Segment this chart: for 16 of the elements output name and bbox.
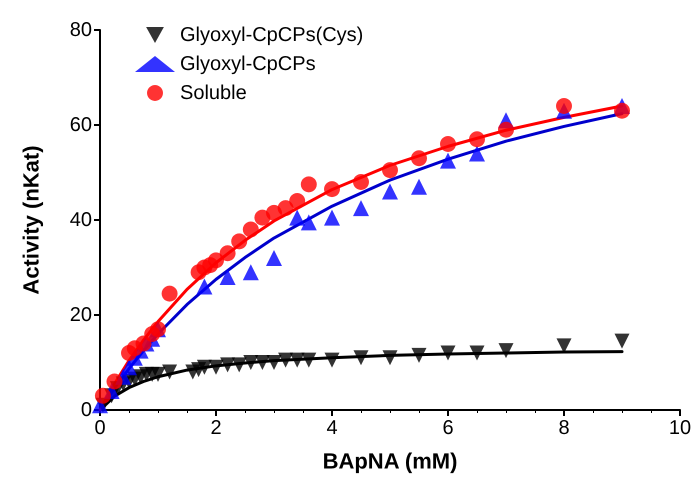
- x-tick-label: 4: [326, 417, 338, 439]
- x-axis-title: BApNA (mM): [322, 448, 458, 474]
- x-tick-label: 0: [94, 417, 106, 439]
- x-tick-label: 6: [442, 417, 454, 439]
- legend-label: Soluble: [180, 82, 247, 104]
- y-tick-label: 80: [70, 19, 92, 41]
- x-tick-label: 10: [668, 417, 692, 439]
- x-tick-label: 2: [210, 417, 222, 439]
- y-tick-label: 0: [80, 399, 92, 421]
- legend-label: Glyoxyl-CpCPs(Cys): [180, 24, 364, 46]
- y-tick-label: 60: [70, 114, 92, 136]
- y-axis-title: Activity (nKat): [18, 145, 44, 295]
- y-tick-label: 20: [70, 304, 92, 326]
- legend-label: Glyoxyl-CpCPs: [180, 53, 316, 75]
- y-tick-label: 40: [70, 209, 92, 231]
- x-tick-label: 8: [558, 417, 570, 439]
